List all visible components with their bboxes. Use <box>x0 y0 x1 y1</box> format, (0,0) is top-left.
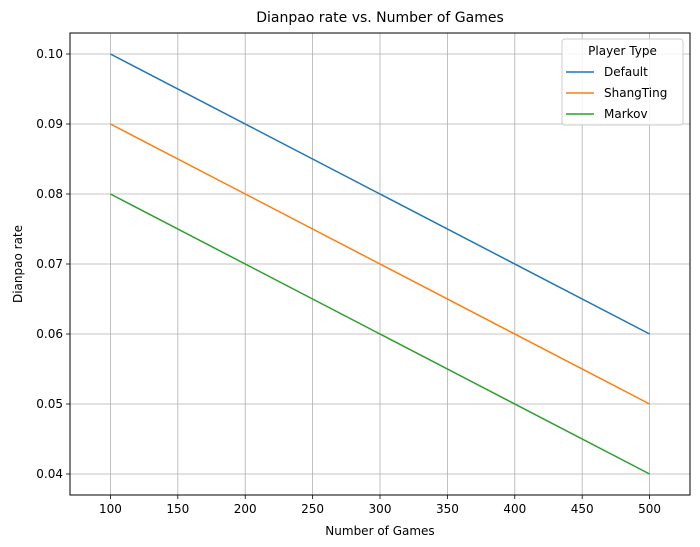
y-axis: 0.04 0.05 0.06 0.07 0.08 0.09 0.10 <box>36 47 70 481</box>
series-lines <box>110 53 650 475</box>
legend-title: Player Type <box>588 44 657 58</box>
x-tick-label: 450 <box>571 502 594 516</box>
x-tick-label: 400 <box>503 502 526 516</box>
x-axis: 100 150 200 250 300 350 400 450 500 <box>99 495 661 516</box>
legend-entry: Default <box>604 65 648 79</box>
x-tick-label: 350 <box>436 502 459 516</box>
y-tick-label: 0.06 <box>36 327 63 341</box>
y-tick-label: 0.07 <box>36 257 63 271</box>
legend: Player Type Default ShangTing Markov <box>561 38 684 126</box>
y-tick-label: 0.09 <box>36 117 63 131</box>
x-axis-label: Number of Games <box>325 524 434 538</box>
series-line-markov <box>110 193 650 475</box>
y-tick-label: 0.08 <box>36 187 63 201</box>
chart-title: Dianpao rate vs. Number of Games <box>256 10 504 26</box>
y-tick-label: 0.04 <box>36 467 63 481</box>
x-tick-label: 100 <box>99 502 122 516</box>
series-line-default <box>110 53 650 335</box>
x-tick-label: 500 <box>638 502 661 516</box>
legend-box <box>561 38 684 126</box>
series-line-shangting <box>110 123 650 405</box>
y-axis-label: Dianpao rate <box>11 225 25 303</box>
y-tick-label: 0.05 <box>36 397 63 411</box>
legend-entry: Markov <box>604 107 648 121</box>
legend-entry: ShangTing <box>604 86 667 100</box>
x-tick-label: 300 <box>369 502 392 516</box>
x-tick-label: 250 <box>301 502 324 516</box>
y-tick-label: 0.10 <box>36 47 63 61</box>
x-tick-label: 150 <box>166 502 189 516</box>
x-tick-label: 200 <box>234 502 257 516</box>
